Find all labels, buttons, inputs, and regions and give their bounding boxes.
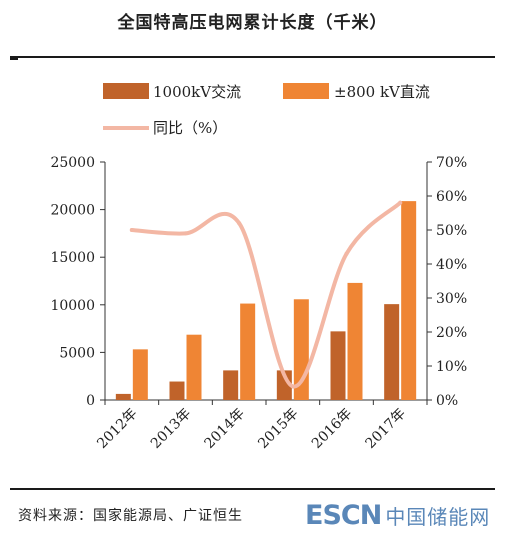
- bar-1000kv-ac: [330, 331, 346, 400]
- yoy-point: [237, 221, 242, 226]
- x-tick-label: 2014年: [202, 406, 248, 452]
- bar-1000kv-ac: [223, 370, 239, 400]
- left-tick-label: 20000: [50, 203, 95, 219]
- yoy-point: [398, 200, 403, 205]
- watermark-latin: ESCN: [305, 499, 382, 531]
- legend-swatch-ac: [103, 83, 149, 99]
- bar-800kv-dc: [240, 303, 256, 400]
- top-rule: [10, 56, 495, 58]
- left-tick-label: 5000: [59, 345, 95, 361]
- x-tick-label: 2013年: [148, 406, 194, 452]
- top-rule-tick: [10, 58, 18, 60]
- legend-swatch-dc: [283, 83, 329, 99]
- bar-1000kv-ac: [115, 393, 131, 400]
- bar-800kv-dc: [132, 349, 148, 400]
- legend-label-yoy: 同比（%）: [153, 119, 227, 137]
- x-tick-label: 2012年: [94, 406, 140, 452]
- yoy-point: [344, 251, 349, 256]
- left-tick-label: 0: [86, 393, 95, 409]
- yoy-point: [290, 384, 295, 389]
- right-tick-label: 30%: [436, 291, 467, 307]
- right-tick-label: 0%: [436, 393, 458, 409]
- x-tick-label: 2015年: [255, 406, 301, 452]
- bar-1000kv-ac: [384, 304, 400, 400]
- right-tick-label: 50%: [436, 223, 467, 239]
- x-tick-label: 2016年: [309, 406, 355, 452]
- bar-1000kv-ac: [169, 381, 185, 400]
- legend-label-dc: ±800 kV直流: [334, 83, 430, 101]
- x-tick-label: 2017年: [363, 406, 409, 452]
- right-tick-label: 70%: [436, 155, 467, 171]
- watermark-logo: ESCN 中国储能网: [305, 498, 490, 532]
- legend-label-ac: 1000kV交流: [153, 83, 241, 101]
- right-tick-label: 40%: [436, 257, 467, 273]
- left-tick-label: 25000: [50, 155, 95, 171]
- chart: 0 5000 10000 15000 20000 25000 0% 10% 20% 30% 40% 5…: [50, 83, 467, 452]
- yoy-point: [183, 231, 188, 236]
- chart-title: 全国特高压电网累计长度（千米）: [117, 13, 388, 33]
- right-tick-label: 20%: [436, 325, 467, 341]
- left-tick-label: 15000: [50, 250, 95, 266]
- bar-800kv-dc: [186, 334, 202, 400]
- yoy-point: [129, 228, 134, 232]
- bar-800kv-dc: [401, 201, 417, 400]
- left-tick-label: 10000: [50, 298, 95, 314]
- bar-800kv-dc: [347, 282, 363, 400]
- watermark-cjk: 中国储能网: [385, 504, 491, 529]
- right-tick-label: 60%: [436, 189, 467, 205]
- source-note: 资料来源：国家能源局、广证恒生: [18, 508, 243, 524]
- bar-1000kv-ac: [276, 370, 292, 400]
- right-tick-label: 10%: [436, 359, 467, 375]
- bottom-rule: [10, 488, 495, 490]
